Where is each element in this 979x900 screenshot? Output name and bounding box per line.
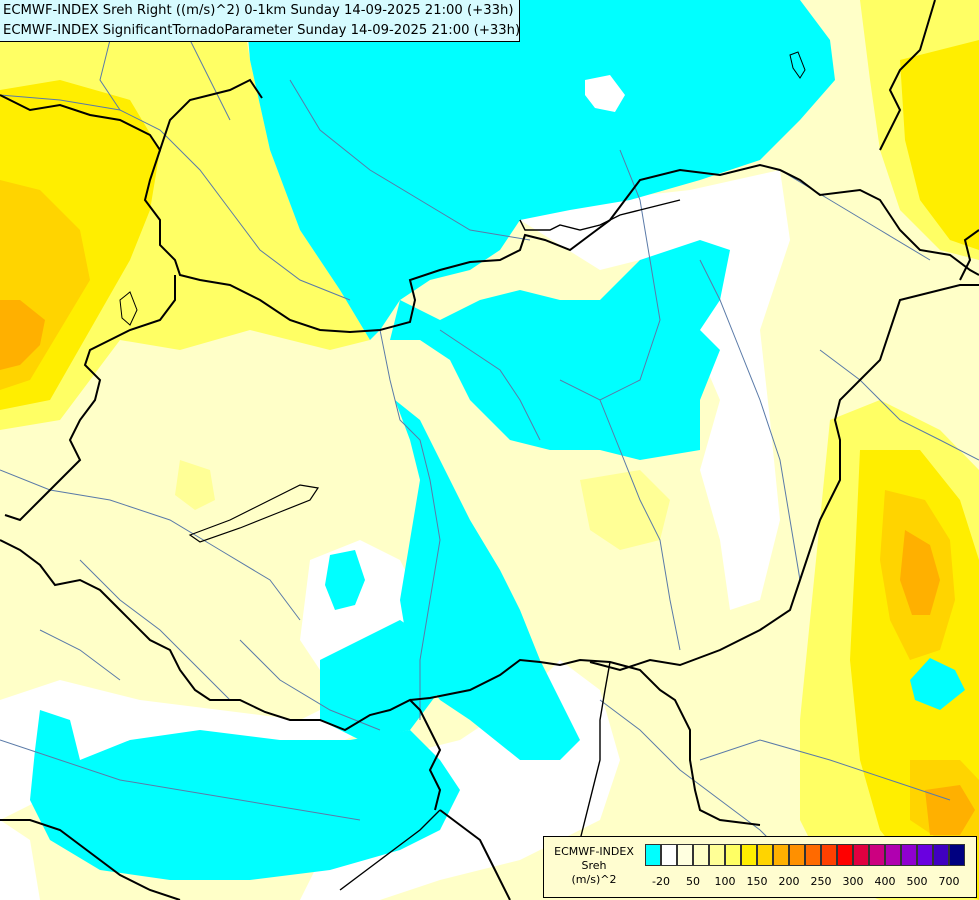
orange-core-southeast (925, 785, 975, 835)
cyan-region-center (390, 240, 730, 460)
legend-swatch (917, 844, 933, 866)
legend-title-line-1: ECMWF-INDEX (554, 845, 634, 858)
legend-tick-label: -20 (652, 875, 670, 888)
legend-ticks: -20 50 100 150 200 250 300 400 500 700 (645, 875, 975, 889)
legend-swatch (773, 844, 789, 866)
legend-swatch (853, 844, 869, 866)
minor-borders (339, 199, 681, 891)
cyan-region-north (245, 0, 835, 340)
white-lake-north (585, 75, 625, 112)
yellow-patch-southwest (175, 460, 215, 510)
cyan-region-small-west (325, 550, 365, 610)
legend-swatch (741, 844, 757, 866)
legend-title: ECMWF-INDEX Sreh (m/s)^2 (548, 845, 640, 887)
map-title-box: ECMWF-INDEX Sreh Right ((m/s)^2) 0-1km S… (0, 0, 520, 42)
legend-tick-label: 300 (842, 875, 864, 888)
legend-swatch (725, 844, 741, 866)
legend-swatch (949, 844, 965, 866)
legend-swatch (789, 844, 805, 866)
white-region-left-edge (0, 820, 40, 900)
map-title-line-2: ECMWF-INDEX SignificantTornadoParameter … (3, 23, 521, 38)
cyan-region-southwest-blob (320, 620, 440, 740)
legend-swatch (693, 844, 709, 866)
legend-swatch (661, 844, 677, 866)
cyan-region-south (30, 710, 460, 880)
legend-swatch (677, 844, 693, 866)
lake-balaton (188, 484, 320, 543)
legend-swatch (901, 844, 917, 866)
yellow-region-northeast-inner (900, 40, 979, 250)
legend-swatches (645, 844, 965, 866)
legend-tick-label: 500 (906, 875, 928, 888)
legend-swatch (645, 844, 661, 866)
legend-swatch (709, 844, 725, 866)
legend-tick-label: 100 (714, 875, 736, 888)
cyan-region-east-small (910, 658, 965, 710)
legend-swatch (757, 844, 773, 866)
yellow-patch-center (580, 470, 670, 550)
legend-tick-label: 150 (746, 875, 768, 888)
lake-small-west (119, 291, 138, 326)
legend-title-line-3: (m/s)^2 (571, 873, 617, 886)
legend-swatch (805, 844, 821, 866)
legend-swatch (837, 844, 853, 866)
map-title-line-1: ECMWF-INDEX Sreh Right ((m/s)^2) 0-1km S… (3, 3, 514, 18)
lake-small-north (789, 51, 806, 79)
cyan-region-danube (395, 400, 580, 760)
legend-title-line-2: Sreh (581, 859, 607, 872)
legend-tick-label: 50 (686, 875, 700, 888)
legend-tick-label: 400 (874, 875, 896, 888)
legend-tick-label: 700 (938, 875, 960, 888)
legend-tick-label: 200 (778, 875, 800, 888)
legend-swatch (885, 844, 901, 866)
orange-core-east-upper (900, 530, 940, 615)
orange-core-west (0, 300, 45, 370)
legend-swatch (869, 844, 885, 866)
legend-swatch (821, 844, 837, 866)
color-legend: ECMWF-INDEX Sreh (m/s)^2 -20 50 100 150 200 2… (543, 836, 977, 898)
legend-swatch (933, 844, 949, 866)
legend-tick-label: 250 (810, 875, 832, 888)
